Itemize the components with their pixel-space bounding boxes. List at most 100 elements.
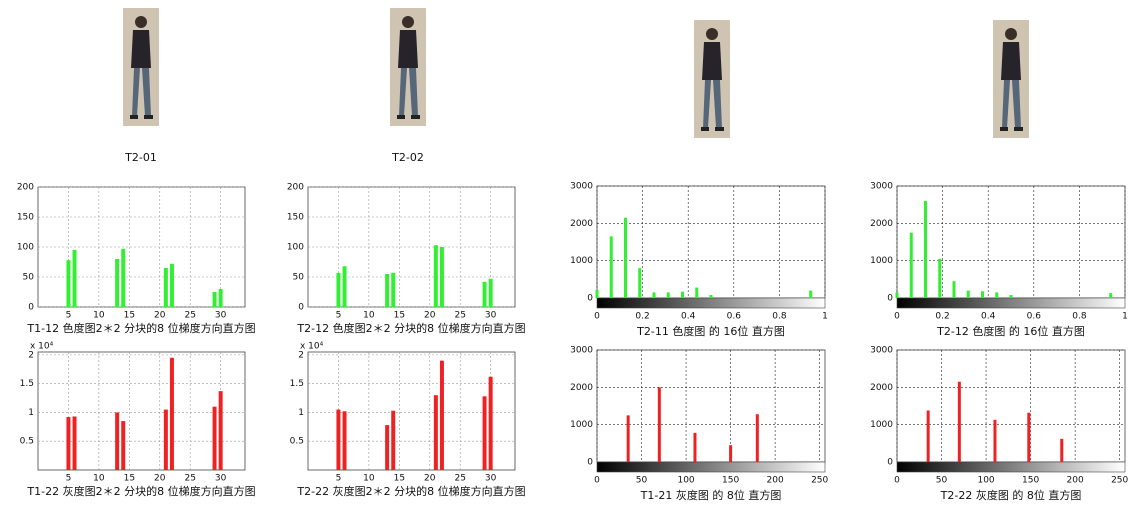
- bar: [164, 410, 168, 470]
- x-tick-label: 30: [485, 311, 497, 321]
- bar: [627, 415, 630, 462]
- y-tick-label: 0: [587, 294, 593, 304]
- x-tick-label: 0: [894, 476, 900, 486]
- bar: [66, 260, 70, 307]
- x-tick-label: 10: [93, 474, 105, 484]
- y-tick-label: 1000: [570, 256, 593, 266]
- y-tick-label: 1000: [570, 420, 593, 430]
- plot-area: [597, 350, 825, 462]
- chart-title: T2-22 灰度图2＊2 分块的8 位梯度方向直方图: [296, 484, 525, 498]
- x-tick-label: 20: [154, 474, 166, 484]
- bar: [121, 249, 125, 307]
- bar: [213, 292, 217, 307]
- y-tick-label: 0: [587, 458, 593, 468]
- image-label: T2-02: [391, 151, 424, 164]
- y-tick-label: 0: [887, 458, 893, 468]
- bar: [693, 433, 696, 462]
- chart-title: T2-22 灰度图 的 8位 直方图: [940, 488, 1082, 502]
- bar: [993, 420, 996, 462]
- y-tick-label: 0.5: [20, 437, 34, 447]
- person-image: [993, 20, 1029, 138]
- bar: [995, 292, 998, 298]
- bar: [115, 412, 119, 470]
- y-tick-label: 0: [887, 294, 893, 304]
- y-tick-label: 1000: [870, 420, 893, 430]
- y-multiplier: x 10⁴: [30, 342, 54, 352]
- bar: [343, 411, 347, 470]
- x-tick-label: 20: [424, 474, 436, 484]
- bar: [434, 245, 438, 307]
- x-tick-label: 0: [594, 312, 600, 322]
- x-tick-label: 0: [594, 476, 600, 486]
- bar: [164, 268, 168, 307]
- x-tick-label: 5: [66, 311, 72, 321]
- bar: [73, 250, 77, 307]
- y-tick-label: 3000: [570, 182, 593, 192]
- y-tick-label: 3000: [870, 182, 893, 192]
- y-tick-label: 1: [298, 408, 304, 418]
- y-tick-label: 1: [28, 408, 34, 418]
- plot-area: [597, 186, 825, 298]
- bar: [440, 361, 444, 470]
- y-tick-label: 2: [298, 350, 304, 360]
- bar: [483, 282, 487, 307]
- bar: [121, 421, 125, 470]
- x-tick-label: 1: [1122, 312, 1128, 322]
- x-tick-label: 15: [394, 474, 405, 484]
- x-tick-label: 250: [811, 476, 828, 486]
- bar: [170, 264, 174, 307]
- bar: [756, 414, 759, 462]
- bar: [489, 377, 493, 470]
- bar: [681, 292, 684, 298]
- chart-title: T1-21 灰度图 的 8位 直方图: [640, 488, 782, 502]
- x-tick-label: 0.2: [935, 312, 949, 322]
- y-tick-label: 2000: [870, 219, 893, 229]
- figure: T2-01 T2-02 05010015020051015202530T1-12…: [0, 0, 1134, 525]
- bar: [434, 395, 438, 470]
- bar: [658, 387, 661, 462]
- bar: [667, 292, 670, 298]
- image-label: T2-01: [124, 151, 157, 164]
- bar: [385, 274, 389, 307]
- bar: [1109, 293, 1112, 298]
- bar: [624, 218, 627, 298]
- y-tick-label: 1000: [870, 256, 893, 266]
- bar: [896, 292, 899, 298]
- bar: [440, 247, 444, 307]
- y-tick-label: 100: [287, 243, 304, 253]
- bar: [213, 407, 217, 470]
- bar: [336, 273, 340, 307]
- x-tick-label: 0.6: [727, 312, 742, 322]
- x-tick-label: 150: [722, 476, 739, 486]
- x-tick-label: 0.4: [981, 312, 996, 322]
- x-tick-label: 0.2: [635, 312, 649, 322]
- x-tick-label: 30: [215, 311, 227, 321]
- bar: [343, 266, 347, 307]
- x-tick-label: 10: [363, 474, 375, 484]
- bar: [391, 273, 395, 307]
- y-tick-label: 2: [28, 350, 34, 360]
- bar: [729, 445, 732, 462]
- y-tick-label: 0: [298, 303, 304, 313]
- y-tick-label: 200: [287, 183, 304, 193]
- x-tick-label: 15: [394, 311, 405, 321]
- x-tick-label: 5: [336, 311, 342, 321]
- colorbar: [897, 462, 1125, 472]
- x-tick-label: 15: [124, 474, 135, 484]
- x-tick-label: 0.4: [681, 312, 696, 322]
- chart-title: T2-12 色度图 的 16位 直方图: [936, 324, 1085, 338]
- plot-area: [897, 350, 1125, 462]
- x-tick-label: 25: [454, 311, 465, 321]
- x-tick-label: 0.8: [772, 312, 787, 322]
- x-tick-label: 150: [1022, 476, 1039, 486]
- x-tick-label: 25: [454, 474, 465, 484]
- bar: [483, 396, 487, 470]
- colorbar: [897, 298, 1125, 308]
- x-tick-label: 1: [822, 312, 828, 322]
- y-tick-label: 50: [293, 273, 305, 283]
- x-tick-label: 20: [154, 311, 166, 321]
- bar: [391, 411, 395, 470]
- bar: [336, 410, 340, 470]
- y-tick-label: 150: [17, 213, 34, 223]
- bar: [981, 291, 984, 298]
